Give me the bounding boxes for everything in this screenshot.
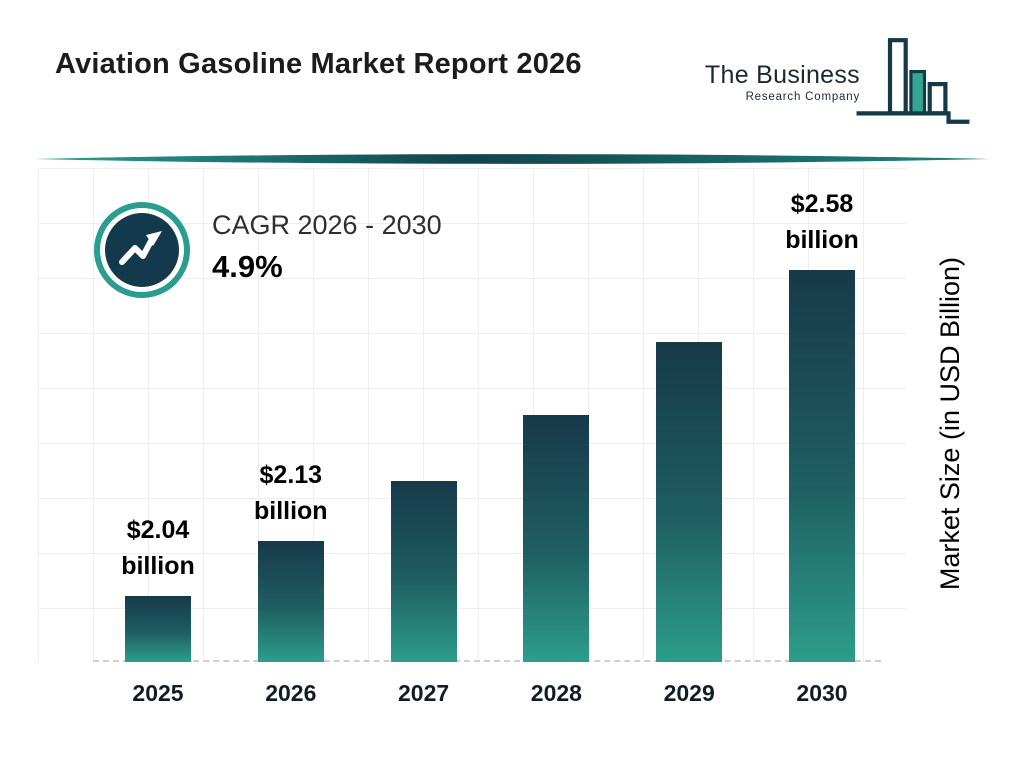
bar-value-label-2030: $2.58 billion <box>742 186 902 259</box>
divider-rule <box>34 154 990 164</box>
value-unit: billion <box>785 225 859 254</box>
x-tick-label-2028: 2028 <box>530 680 582 706</box>
bar-2025 <box>125 596 191 662</box>
page-title: Aviation Gasoline Market Report 2026 <box>55 48 582 80</box>
growth-arrow-icon <box>94 202 190 298</box>
value-amount: $2.13 <box>259 460 323 489</box>
x-tick-label-2025: 2025 <box>132 680 184 706</box>
y-axis-title-wrap: Market Size (in USD Billion) <box>932 180 968 668</box>
cagr-callout: CAGR 2026 - 2030 4.9% <box>92 200 512 310</box>
bar-2028 <box>523 415 590 662</box>
value-unit: billion <box>121 551 195 580</box>
bar-chart: $2.04 billion 2025 $2.13 billion 2026 2027 2028… <box>38 168 906 706</box>
x-axis-baseline <box>93 660 881 662</box>
company-logo: The Business Research Company <box>705 36 972 128</box>
logo-subname: Research Company <box>745 91 860 103</box>
bar-value-label-2025: $2.04 billion <box>78 512 238 585</box>
bar-2027 <box>390 481 457 662</box>
cagr-label: CAGR 2026 - 2030 <box>212 210 442 240</box>
logo-name: The Business <box>704 61 860 89</box>
logo-bars-icon <box>856 38 970 124</box>
bar-2029 <box>656 342 723 662</box>
bar-2030 <box>789 270 855 662</box>
cagr-text: CAGR 2026 - 2030 4.9% <box>212 210 442 285</box>
bar-2026 <box>257 541 324 662</box>
value-amount: $2.58 <box>790 189 854 218</box>
value-unit: billion <box>253 496 328 525</box>
value-amount: $2.04 <box>126 515 190 544</box>
logo-text: The Business Research Company <box>705 61 860 103</box>
x-tick-label-2027: 2027 <box>398 680 450 706</box>
x-tick-label-2030: 2030 <box>796 680 848 706</box>
bar-value-label-2026: $2.13 billion <box>211 457 371 530</box>
x-tick-label-2026: 2026 <box>265 680 317 706</box>
y-axis-title: Market Size (in USD Billion) <box>934 257 965 591</box>
cagr-value: 4.9% <box>212 249 283 284</box>
x-tick-label-2029: 2029 <box>663 680 715 706</box>
